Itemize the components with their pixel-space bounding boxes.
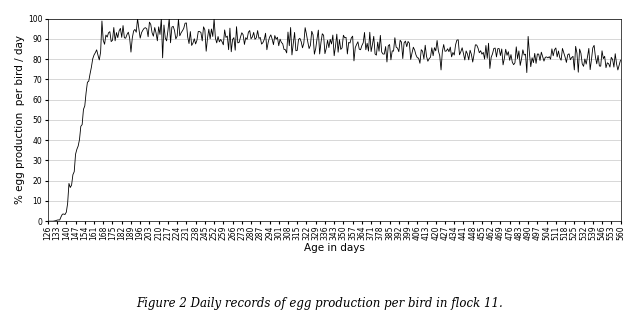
Text: Figure 2 Daily records of egg production per bird in flock 11.: Figure 2 Daily records of egg production…	[136, 297, 504, 310]
X-axis label: Age in days: Age in days	[304, 243, 365, 253]
Y-axis label: % egg production  per bird / day: % egg production per bird / day	[15, 35, 25, 204]
